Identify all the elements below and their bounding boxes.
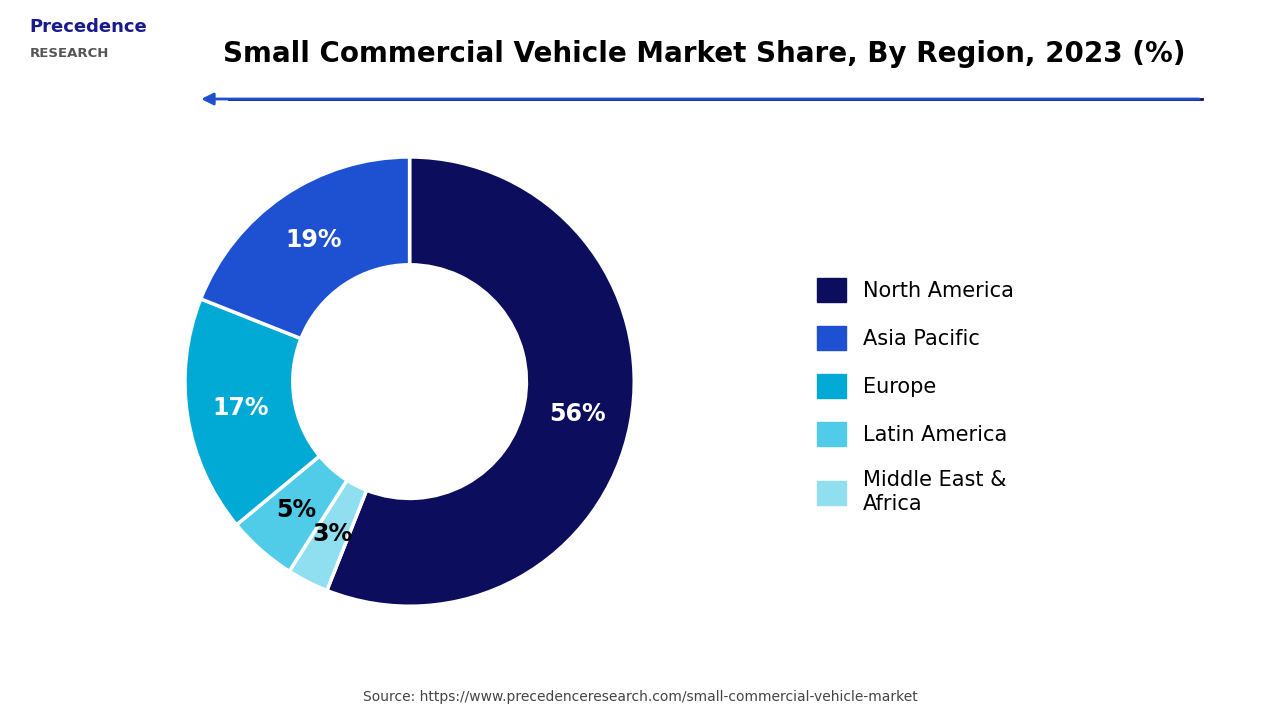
Wedge shape [186, 299, 320, 525]
Text: RESEARCH: RESEARCH [29, 47, 109, 60]
Text: Small Commercial Vehicle Market Share, By Region, 2023 (%): Small Commercial Vehicle Market Share, B… [223, 40, 1185, 68]
Text: 19%: 19% [285, 228, 342, 253]
Wedge shape [289, 480, 366, 590]
Wedge shape [201, 157, 410, 338]
Text: 56%: 56% [549, 402, 605, 426]
Text: Precedence: Precedence [29, 18, 147, 36]
Text: 3%: 3% [312, 522, 352, 546]
Text: 17%: 17% [212, 396, 269, 420]
Wedge shape [237, 456, 347, 571]
Text: Source: https://www.precedenceresearch.com/small-commercial-vehicle-market: Source: https://www.precedenceresearch.c… [362, 690, 918, 704]
Text: 5%: 5% [276, 498, 316, 522]
Wedge shape [326, 157, 634, 606]
Legend: North America, Asia Pacific, Europe, Latin America, Middle East &
Africa: North America, Asia Pacific, Europe, Lat… [817, 279, 1014, 513]
